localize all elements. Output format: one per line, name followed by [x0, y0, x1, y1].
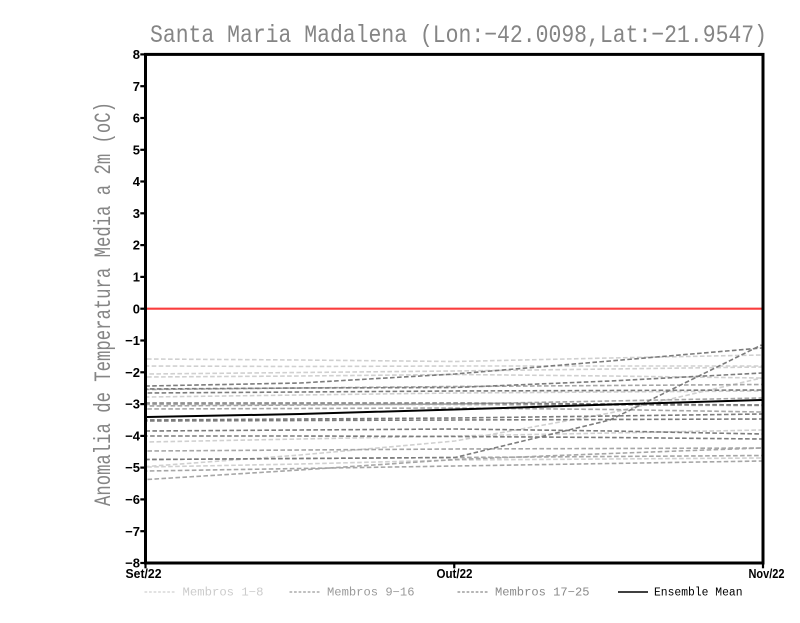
svg-text:−4: −4 [125, 429, 141, 444]
svg-text:Out/22: Out/22 [437, 566, 473, 581]
svg-text:2: 2 [133, 238, 140, 253]
svg-text:−1: −1 [125, 333, 140, 348]
svg-text:6: 6 [133, 111, 140, 126]
svg-text:−3: −3 [125, 397, 140, 412]
svg-text:Ensemble Mean: Ensemble Mean [654, 587, 743, 600]
svg-text:Membros 9−16: Membros 9−16 [327, 587, 415, 600]
svg-text:1: 1 [133, 270, 140, 285]
svg-text:−8: −8 [125, 556, 140, 571]
svg-text:−5: −5 [125, 460, 140, 475]
svg-text:−7: −7 [125, 524, 140, 539]
svg-text:Membros 1−8: Membros 1−8 [183, 587, 264, 600]
svg-text:−6: −6 [125, 492, 140, 507]
svg-text:4: 4 [133, 174, 141, 189]
svg-text:Santa Maria Madalena (Lon:−42.: Santa Maria Madalena (Lon:−42.0098,Lat:−… [150, 21, 767, 50]
svg-text:3: 3 [133, 206, 140, 221]
svg-text:Set/22: Set/22 [126, 566, 162, 581]
svg-text:Nov/22: Nov/22 [749, 566, 785, 581]
svg-text:8: 8 [133, 47, 140, 62]
svg-text:5: 5 [133, 142, 140, 157]
svg-text:−2: −2 [125, 365, 140, 380]
svg-text:Membros 17−25: Membros 17−25 [495, 587, 590, 600]
svg-text:7: 7 [133, 79, 140, 94]
svg-text:Anomalia de Temperatura Media: Anomalia de Temperatura Media a 2m (oC) [91, 102, 117, 506]
svg-text:0: 0 [133, 301, 140, 316]
